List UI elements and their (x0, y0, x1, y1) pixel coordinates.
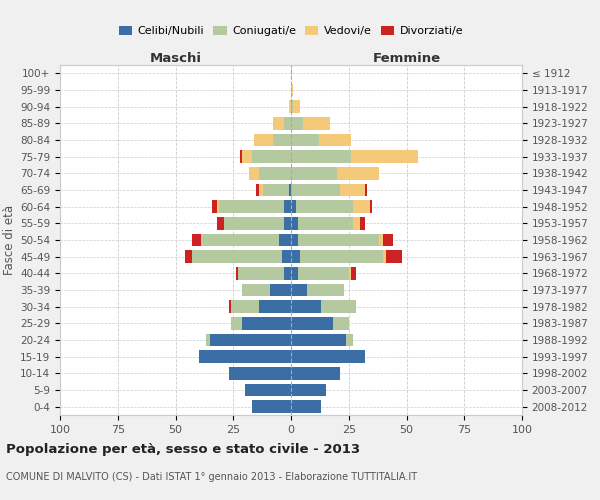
Bar (185, 250, 191, 263)
Bar (284, 217, 291, 230)
Bar (280, 234, 291, 246)
Bar (240, 150, 242, 163)
Y-axis label: Fasce di età: Fasce di età (3, 205, 16, 275)
Bar (259, 184, 263, 196)
Bar (201, 234, 280, 246)
Bar (210, 334, 291, 346)
Bar (346, 334, 353, 346)
Bar (291, 184, 340, 196)
Bar (291, 334, 346, 346)
Bar (307, 284, 344, 296)
Bar (319, 134, 351, 146)
Bar (289, 100, 291, 113)
Text: Femmine: Femmine (373, 52, 440, 65)
Bar (298, 267, 349, 280)
Bar (291, 217, 298, 230)
Bar (353, 217, 360, 230)
Bar (217, 200, 220, 213)
Bar (291, 234, 298, 246)
Bar (250, 167, 259, 179)
Bar (300, 250, 383, 263)
Bar (291, 134, 319, 146)
Bar (386, 250, 402, 263)
Bar (242, 150, 252, 163)
Bar (289, 184, 291, 196)
Bar (291, 167, 337, 179)
Bar (291, 350, 365, 363)
Bar (291, 150, 351, 163)
Bar (256, 184, 259, 196)
Bar (293, 100, 300, 113)
Bar (191, 234, 201, 246)
Bar (284, 117, 291, 130)
Bar (383, 250, 386, 263)
Text: COMUNE DI MALVITO (CS) - Dati ISTAT 1° gennaio 2013 - Elaborazione TUTTITALIA.IT: COMUNE DI MALVITO (CS) - Dati ISTAT 1° g… (6, 472, 417, 482)
Bar (259, 300, 291, 313)
Bar (340, 184, 365, 196)
Bar (332, 317, 349, 330)
Bar (245, 384, 291, 396)
Bar (291, 317, 332, 330)
Bar (282, 250, 291, 263)
Bar (291, 84, 293, 96)
Bar (272, 117, 284, 130)
Bar (321, 300, 356, 313)
Bar (291, 200, 296, 213)
Bar (224, 217, 284, 230)
Bar (263, 184, 289, 196)
Bar (291, 117, 302, 130)
Bar (291, 400, 321, 413)
Bar (337, 167, 379, 179)
Bar (254, 134, 272, 146)
Bar (302, 117, 330, 130)
Bar (259, 167, 291, 179)
Bar (298, 234, 379, 246)
Bar (231, 317, 242, 330)
Bar (291, 250, 300, 263)
Bar (291, 367, 340, 380)
Bar (296, 200, 353, 213)
Bar (199, 350, 291, 363)
Legend: Celibi/Nubili, Coniugati/e, Vedovi/e, Divorziati/e: Celibi/Nubili, Coniugati/e, Vedovi/e, Di… (115, 22, 467, 41)
Bar (383, 234, 392, 246)
Bar (270, 284, 291, 296)
Bar (252, 150, 291, 163)
Bar (217, 217, 224, 230)
Bar (238, 267, 284, 280)
Bar (236, 267, 238, 280)
Bar (353, 200, 370, 213)
Bar (206, 334, 210, 346)
Bar (231, 300, 259, 313)
Bar (351, 267, 356, 280)
Bar (291, 284, 307, 296)
Bar (351, 150, 418, 163)
Bar (252, 400, 291, 413)
Bar (291, 267, 298, 280)
Bar (220, 200, 284, 213)
Bar (365, 184, 367, 196)
Bar (291, 300, 321, 313)
Bar (349, 267, 351, 280)
Bar (379, 234, 383, 246)
Bar (242, 284, 270, 296)
Bar (212, 200, 217, 213)
Bar (298, 217, 353, 230)
Bar (370, 200, 372, 213)
Text: Popolazione per età, sesso e stato civile - 2013: Popolazione per età, sesso e stato civil… (6, 442, 360, 456)
Bar (360, 217, 365, 230)
Text: Maschi: Maschi (149, 52, 202, 65)
Bar (229, 300, 231, 313)
Bar (229, 367, 291, 380)
Bar (191, 250, 282, 263)
Bar (284, 267, 291, 280)
Bar (242, 317, 291, 330)
Bar (291, 384, 326, 396)
Bar (284, 200, 291, 213)
Bar (291, 100, 293, 113)
Bar (272, 134, 291, 146)
